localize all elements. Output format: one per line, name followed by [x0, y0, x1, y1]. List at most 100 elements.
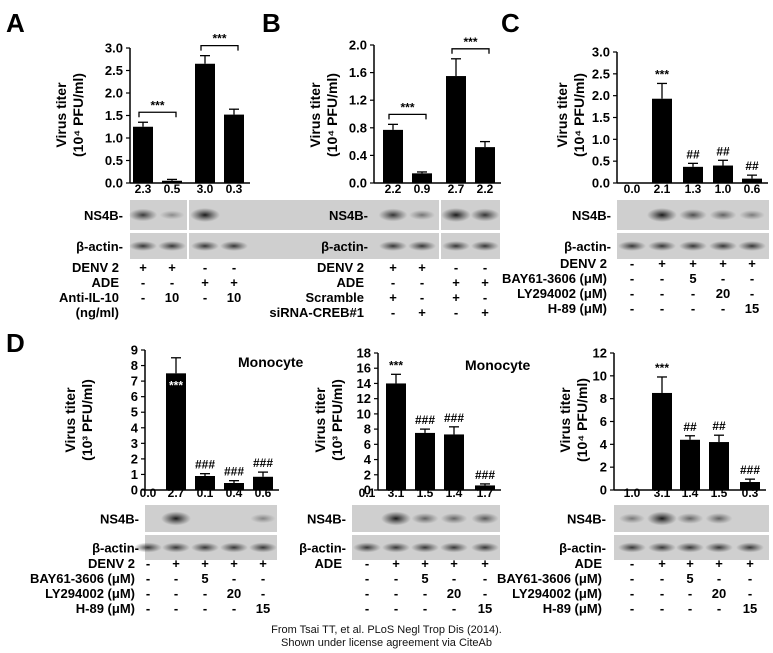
condition-value: -	[630, 256, 634, 271]
condition-value: -	[203, 260, 207, 275]
actin-band	[738, 241, 766, 251]
condition-value: -	[452, 571, 456, 586]
band-ratio: 2.3	[135, 182, 152, 196]
y-tick-label: 0	[364, 483, 371, 498]
y-tick-label: 10	[593, 368, 607, 383]
y-tick-label: 2.0	[105, 86, 123, 101]
condition-value: -	[660, 301, 664, 316]
bar	[162, 180, 182, 183]
condition-value: +	[450, 556, 458, 571]
bar	[680, 439, 700, 490]
y-tick-label: 9	[131, 343, 138, 358]
y-tick-label: 2	[131, 451, 138, 466]
condition-value: +	[658, 556, 666, 571]
significance-bracket	[138, 111, 177, 118]
y-tick-label: 5	[131, 405, 138, 420]
significance-mark: ##	[686, 147, 700, 161]
actin-band	[618, 241, 646, 251]
ns4b-band	[619, 513, 645, 524]
condition-value: +	[748, 256, 756, 271]
y-tick-label: 0.0	[349, 176, 367, 191]
bar	[652, 98, 672, 183]
y-axis-label-unit: (10⁴ PFU/ml)	[324, 73, 340, 157]
significance-bracket	[451, 48, 490, 54]
ns4b-band	[647, 208, 677, 222]
actin-band	[134, 542, 162, 553]
band-ratio: 0.0	[140, 486, 157, 500]
bar	[713, 165, 733, 183]
condition-value: -	[688, 601, 692, 616]
bar	[383, 129, 403, 183]
actin-band	[676, 542, 704, 553]
actin-band	[442, 241, 470, 251]
condition-label: BAY61-3606 (μM)	[497, 571, 602, 586]
condition-value: -	[630, 556, 634, 571]
chart-title: Monocyte	[465, 357, 531, 373]
significance-mark: ***	[655, 67, 669, 81]
condition-value: +	[168, 260, 176, 275]
condition-label: ADE	[337, 275, 365, 290]
panel-label-A: A	[6, 8, 25, 38]
y-tick-label: 2	[600, 460, 607, 475]
condition-value: 10	[165, 290, 179, 305]
y-tick-label: 2.5	[592, 66, 610, 81]
significance-mark: ###	[224, 465, 244, 479]
ns4b-band	[159, 210, 185, 220]
ns4b-band	[250, 513, 276, 524]
condition-value: 20	[447, 586, 461, 601]
band-ratio: 3.1	[388, 486, 405, 500]
condition-value: -	[420, 290, 424, 305]
condition-value: +	[452, 290, 460, 305]
condition-value: 15	[745, 301, 759, 316]
ns4b-label: NS4B-	[307, 512, 346, 527]
condition-label: DENV 2	[88, 556, 135, 571]
y-tick-label: 1.6	[349, 65, 367, 80]
condition-value: +	[392, 556, 400, 571]
y-tick-label: 0	[131, 483, 138, 498]
bar	[683, 166, 703, 183]
y-tick-label: 0.5	[105, 153, 123, 168]
y-tick-label: 1.5	[105, 108, 123, 123]
condition-value: +	[201, 275, 209, 290]
actin-band	[379, 241, 407, 251]
significance-mark: ##	[716, 144, 730, 158]
actin-label: β-actin-	[299, 541, 346, 556]
y-tick-label: 0.5	[592, 154, 610, 169]
condition-value: +	[715, 556, 723, 571]
condition-value: +	[389, 260, 397, 275]
condition-value: -	[721, 301, 725, 316]
bar	[740, 482, 760, 490]
band-ratio: 1.7	[477, 486, 494, 500]
y-tick-label: 6	[131, 389, 138, 404]
condition-value: -	[394, 571, 398, 586]
condition-value: -	[261, 586, 265, 601]
ns4b-band	[409, 210, 435, 220]
significance-mark: ***	[655, 361, 669, 375]
actin-band	[408, 241, 436, 251]
condition-value: -	[660, 271, 664, 286]
band-ratio: 0.4	[226, 486, 243, 500]
condition-value: -	[483, 260, 487, 275]
chart-title: Monocyte	[238, 354, 304, 370]
actin-band	[679, 241, 707, 251]
y-tick-label: 0.4	[349, 148, 368, 163]
condition-label: H-89 (μM)	[76, 601, 135, 616]
condition-value: -	[454, 305, 458, 320]
ns4b-band	[378, 208, 408, 222]
condition-value: -	[141, 275, 145, 290]
condition-value: +	[389, 290, 397, 305]
ns4b-band	[470, 208, 500, 222]
significance-mark: ###	[253, 456, 273, 470]
actin-label: β-actin-	[92, 541, 139, 556]
condition-label: Anti-IL-10	[59, 290, 119, 305]
condition-value: +	[421, 556, 429, 571]
condition-value: -	[748, 586, 752, 601]
y-tick-label: 3.0	[592, 45, 610, 60]
band-ratio: 2.7	[448, 182, 465, 196]
condition-value: -	[365, 571, 369, 586]
condition-value: -	[454, 260, 458, 275]
significance-mark: ###	[444, 411, 464, 425]
ns4b-band	[647, 511, 677, 526]
band-ratio: 0.1	[197, 486, 214, 500]
